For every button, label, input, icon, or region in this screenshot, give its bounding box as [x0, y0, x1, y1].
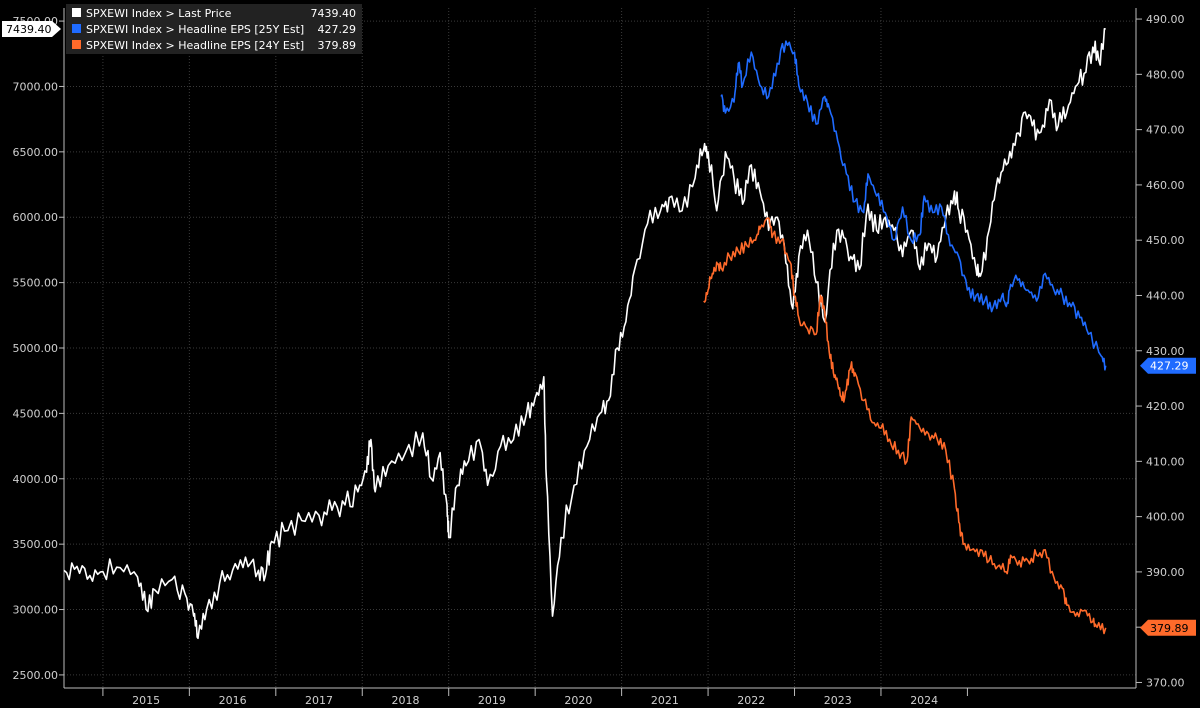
x-axis: 2015 2016 2017 2018 2019 2020 2021 2022 2023 2024	[64, 687, 1136, 707]
right-tick-label: 390.00	[1146, 566, 1185, 579]
left-tick-label: 5000.00	[13, 342, 59, 355]
last-price-tag	[2, 21, 61, 38]
x-tick-label: 2018	[391, 694, 419, 707]
series-line	[703, 217, 1107, 635]
legend-label: SPXEWI Index > Headline EPS [24Y Est]	[86, 39, 304, 52]
right-tick-label: 440.00	[1146, 289, 1185, 302]
right-tick-label: 420.00	[1146, 400, 1185, 413]
legend-value: 379.89	[318, 39, 357, 52]
legend-value: 7439.40	[311, 7, 357, 20]
grid	[64, 8, 1136, 688]
x-tick-label: 2020	[564, 694, 592, 707]
right-tick-label: 370.00	[1146, 676, 1185, 689]
right-tick-label: 470.00	[1146, 124, 1185, 137]
last-price-tag-label: 7439.40	[6, 23, 52, 36]
legend-label: SPXEWI Index > Headline EPS [25Y Est]	[86, 23, 304, 36]
left-tick-label: 3000.00	[13, 604, 59, 617]
x-tick-label: 2024	[910, 694, 938, 707]
value-tags: 7439.40 427.29 379.89	[2, 21, 1196, 636]
legend-swatch	[72, 40, 81, 49]
right-tick-label: 410.00	[1146, 455, 1185, 468]
eps-value-tag-label: 427.29	[1150, 360, 1189, 373]
left-tick-label: 7000.00	[13, 80, 59, 93]
x-tick-label: 2015	[132, 694, 160, 707]
legend-swatch	[72, 8, 81, 17]
right-tick-label: 490.00	[1146, 13, 1185, 26]
left-tick-label: 2500.00	[13, 669, 59, 682]
left-tick-label: 4000.00	[13, 473, 59, 486]
left-tick-label: 6500.00	[13, 146, 59, 159]
series-group	[63, 28, 1107, 640]
left-tick-label: 6000.00	[13, 211, 59, 224]
legend-label: SPXEWI Index > Last Price	[86, 7, 232, 20]
legend-value: 427.29	[318, 23, 357, 36]
right-tick-label: 400.00	[1146, 511, 1185, 524]
x-tick-label: 2023	[824, 694, 852, 707]
series-line	[63, 28, 1106, 640]
legend-swatch	[72, 24, 81, 33]
left-axis: 2500.00 3000.00 3500.00 4000.00 4500.00 5000.…	[13, 8, 65, 688]
eps-value-tag	[1140, 357, 1196, 374]
x-tick-label: 2016	[219, 694, 247, 707]
series-line	[720, 40, 1107, 371]
eps-value-tag	[1140, 619, 1196, 636]
x-tick-label: 2017	[305, 694, 333, 707]
right-tick-label: 430.00	[1146, 345, 1185, 358]
right-tick-label: 450.00	[1146, 234, 1185, 247]
left-tick-label: 5500.00	[13, 277, 59, 290]
left-tick-label: 3500.00	[13, 538, 59, 551]
x-tick-label: 2022	[737, 694, 765, 707]
eps-value-tag-label: 379.89	[1150, 622, 1189, 635]
right-tick-label: 460.00	[1146, 179, 1185, 192]
right-tick-label: 480.00	[1146, 68, 1185, 81]
left-tick-label: 4500.00	[13, 407, 59, 420]
x-tick-label: 2021	[651, 694, 679, 707]
legend-box	[66, 4, 362, 54]
x-tick-label: 2019	[478, 694, 506, 707]
legend: SPXEWI Index > Last Price 7439.40 SPXEWI I…	[66, 4, 362, 54]
